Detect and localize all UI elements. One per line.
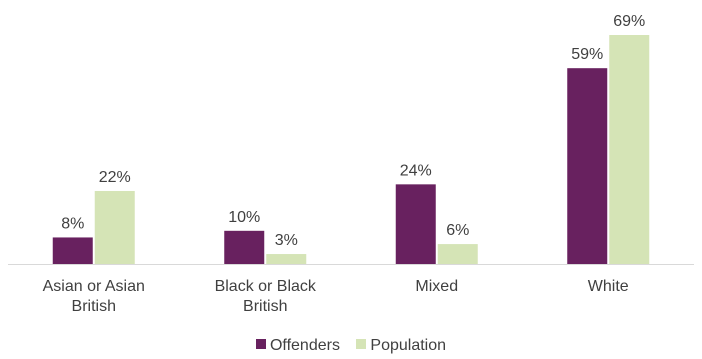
legend: Offenders Population bbox=[0, 337, 702, 355]
bar-offenders-2 bbox=[395, 184, 436, 264]
x-tick-label-1: Black or Black British bbox=[215, 278, 317, 315]
x-tick-label-line: White bbox=[588, 278, 629, 295]
data-label-offenders-3: 59% bbox=[571, 46, 603, 63]
x-tick-label-3: White bbox=[588, 278, 629, 295]
legend-swatch-population bbox=[356, 339, 367, 349]
legend-label-population: Population bbox=[370, 337, 447, 354]
x-tick-label-0: Asian or Asian British bbox=[43, 278, 145, 315]
bar-offenders-0 bbox=[52, 237, 93, 264]
data-label-population-2: 6% bbox=[446, 222, 469, 239]
data-label-population-1: 3% bbox=[275, 232, 298, 249]
bar-population-1 bbox=[266, 254, 307, 264]
data-labels-group: 8% 22% 10% 3% 24% 6% 59% 69% bbox=[61, 13, 645, 249]
x-tick-labels-group: Asian or Asian British Black or Black Briti… bbox=[43, 278, 629, 315]
x-tick-label-line: British bbox=[72, 298, 116, 315]
x-tick-label-line: British bbox=[243, 298, 287, 315]
bar-population-2 bbox=[437, 244, 478, 264]
bar-population-0 bbox=[94, 190, 135, 264]
data-label-population-3: 69% bbox=[613, 13, 645, 30]
x-tick-label-2: Mixed bbox=[415, 278, 458, 295]
data-label-offenders-1: 10% bbox=[228, 209, 260, 226]
legend-item-offenders: Offenders bbox=[255, 337, 340, 355]
x-tick-label-line: Black or Black bbox=[215, 278, 317, 295]
x-tick-label-line: Mixed bbox=[415, 278, 458, 295]
data-label-population-0: 22% bbox=[99, 169, 131, 186]
legend-label-offenders: Offenders bbox=[269, 337, 340, 354]
bar-offenders-3 bbox=[567, 68, 608, 264]
data-label-offenders-0: 8% bbox=[61, 215, 84, 232]
legend-swatch-offenders bbox=[255, 339, 266, 349]
bar-population-3 bbox=[609, 35, 650, 264]
bar-offenders-1 bbox=[224, 230, 265, 264]
data-label-offenders-2: 24% bbox=[400, 162, 432, 179]
x-tick-label-line: Asian or Asian bbox=[43, 278, 145, 295]
bars-group bbox=[52, 35, 650, 264]
legend-item-population: Population bbox=[356, 337, 446, 355]
